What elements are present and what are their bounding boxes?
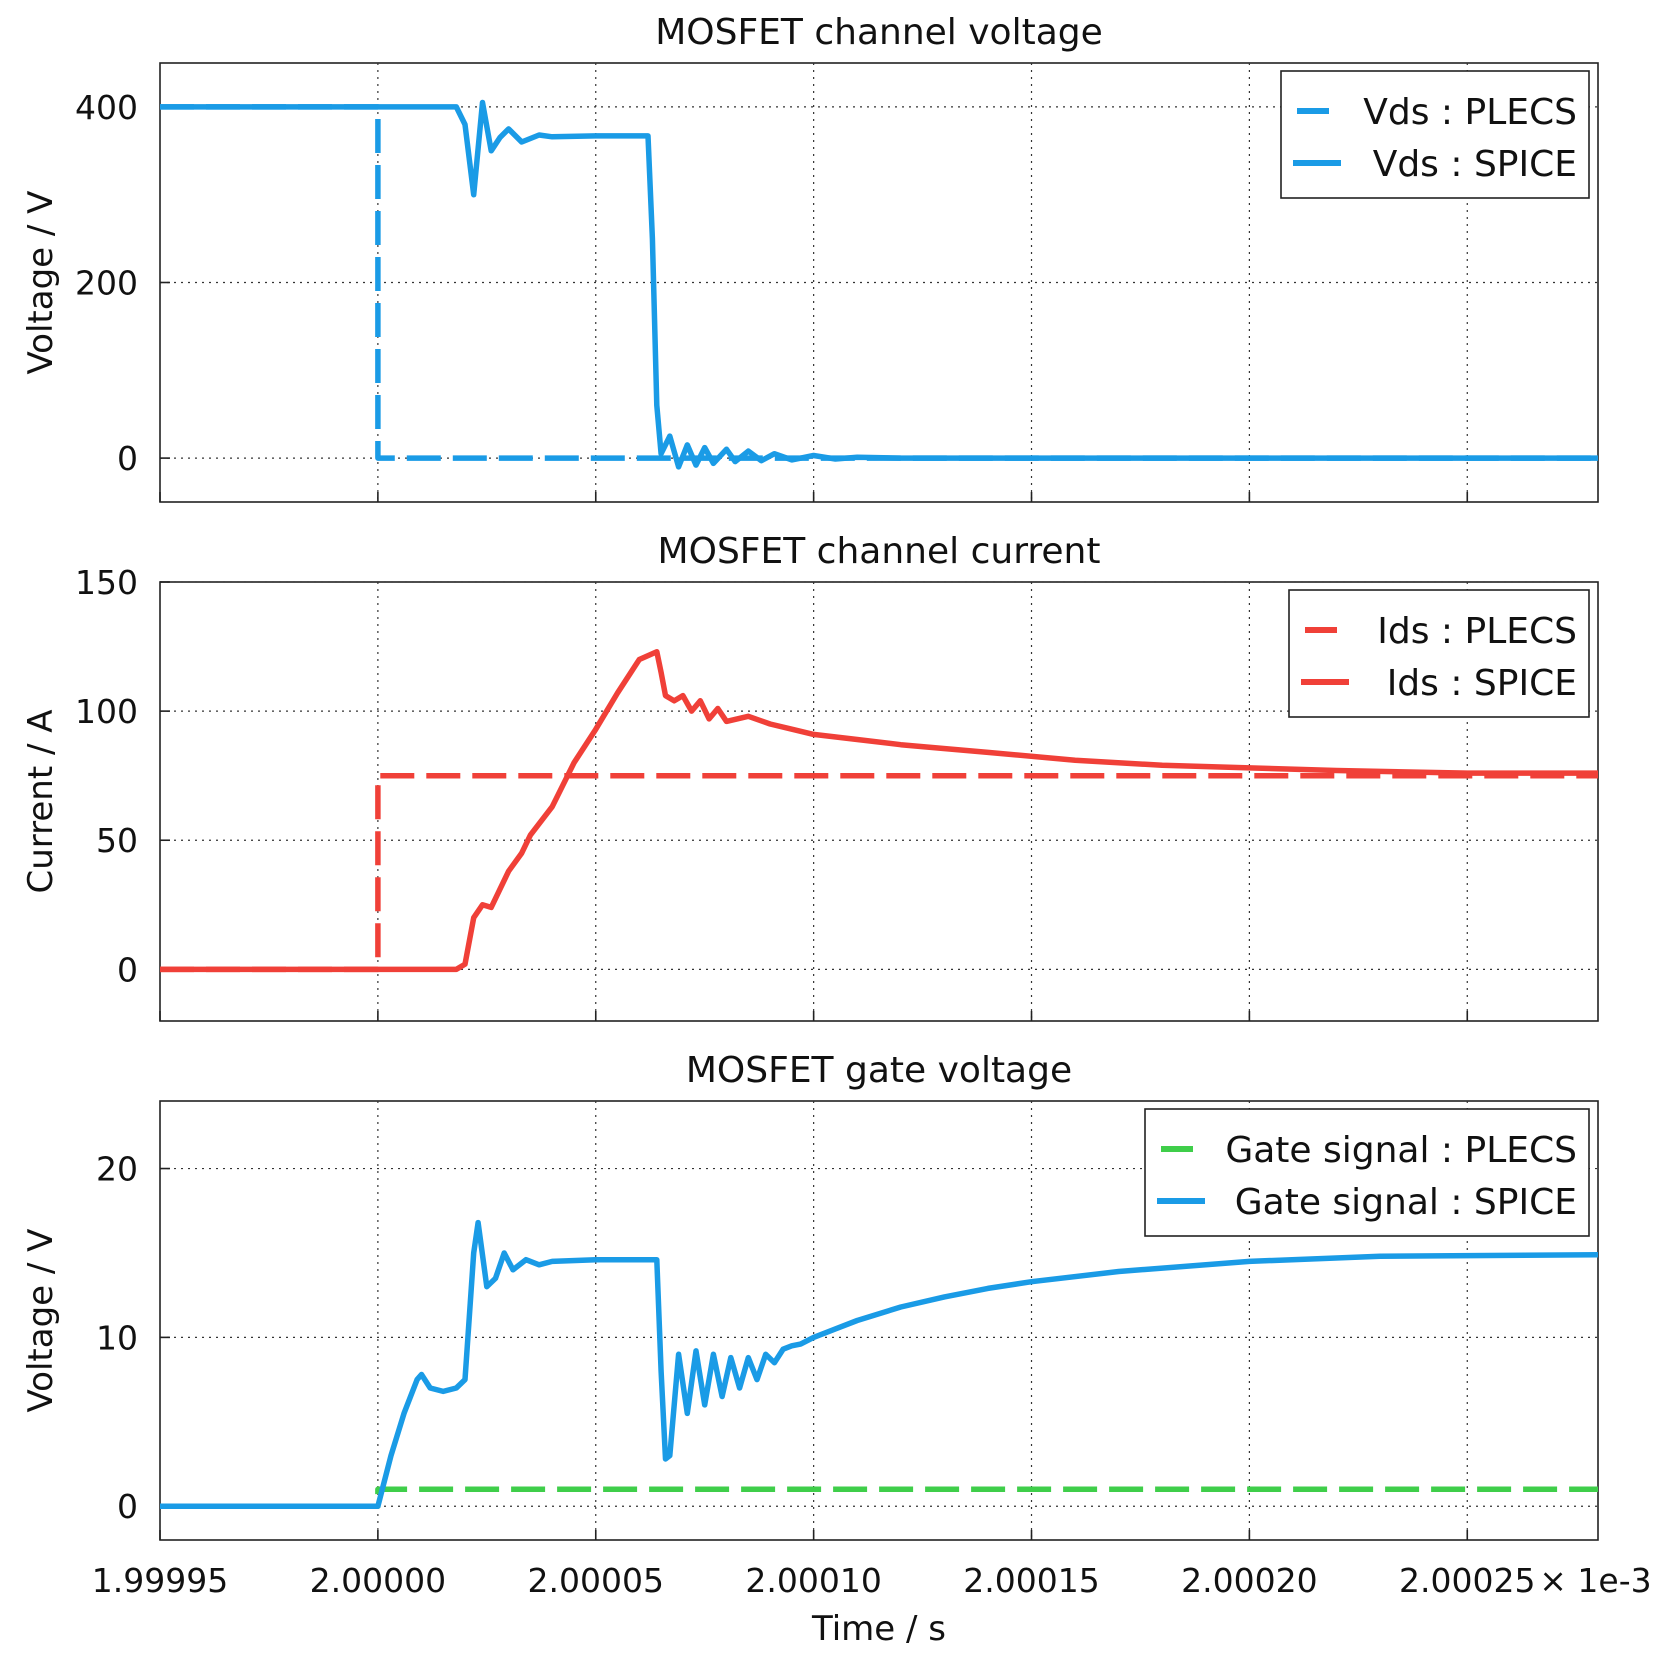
legend-label: Ids : PLECS [1377, 611, 1577, 652]
legend: Ids : PLECS Ids : SPICE [1288, 589, 1590, 718]
legend-box [1144, 1108, 1590, 1237]
legend-box [1280, 70, 1590, 199]
y-tick-label: 20 [96, 1150, 138, 1189]
y-tick-label: 150 [75, 563, 138, 602]
x-tick-label: 2.00010 [745, 1561, 881, 1600]
y-tick-label: 0 [117, 1487, 138, 1526]
legend-box [1288, 589, 1590, 718]
y-axis-label: Current / A [21, 709, 61, 893]
x-tick-label: 2.00020 [1181, 1561, 1317, 1600]
x-tick-label: 2.00015 [963, 1561, 1099, 1600]
y-axis-label: Voltage / V [21, 1229, 61, 1413]
legend-label: Ids : SPICE [1387, 663, 1577, 704]
chart-panel-1: MOSFET channel voltage 0 200 400 Voltage / V… [21, 12, 1599, 503]
series-line-spice [160, 648, 1598, 973]
y-tick-label: 10 [96, 1318, 138, 1357]
y-tick-label: 200 [75, 264, 138, 303]
y-tick-label: 0 [117, 439, 138, 478]
y-tick-label: 0 [117, 950, 138, 989]
legend-label: Gate signal : PLECS [1225, 1130, 1577, 1171]
x-tick-label: 2.00025 [1399, 1561, 1535, 1600]
x-tick-label: 2.00005 [528, 1561, 664, 1600]
chart-panel-2: MOSFET channel current 0 50 100 150 Current /… [21, 531, 1599, 1022]
legend-label: Vds : SPICE [1373, 144, 1577, 185]
x-tick-label: 1.99995 [92, 1561, 228, 1600]
legend: Vds : PLECS Vds : SPICE [1280, 70, 1590, 199]
x-tick-label: 2.00000 [310, 1561, 446, 1600]
chart-title: MOSFET channel current [658, 531, 1101, 572]
y-tick-label: 400 [75, 88, 138, 127]
series-line-spice [160, 99, 1598, 470]
legend: Gate signal : PLECS Gate signal : SPICE [1144, 1108, 1590, 1237]
series-line-spice [160, 1219, 1598, 1509]
legend-label: Vds : PLECS [1363, 92, 1577, 133]
y-tick-label: 100 [75, 692, 138, 731]
chart-title: MOSFET channel voltage [655, 12, 1103, 53]
legend-label: Gate signal : SPICE [1235, 1182, 1577, 1223]
chart-title: MOSFET gate voltage [686, 1050, 1072, 1091]
x-multiplier-label: × 1e-3 [1539, 1561, 1651, 1600]
chart-panel-3: MOSFET gate voltage 0 10 20 Voltage / V 1.999… [21, 1050, 1652, 1649]
x-axis-label: Time / s [811, 1609, 946, 1649]
y-axis-label: Voltage / V [21, 191, 61, 375]
y-tick-label: 50 [96, 821, 138, 860]
